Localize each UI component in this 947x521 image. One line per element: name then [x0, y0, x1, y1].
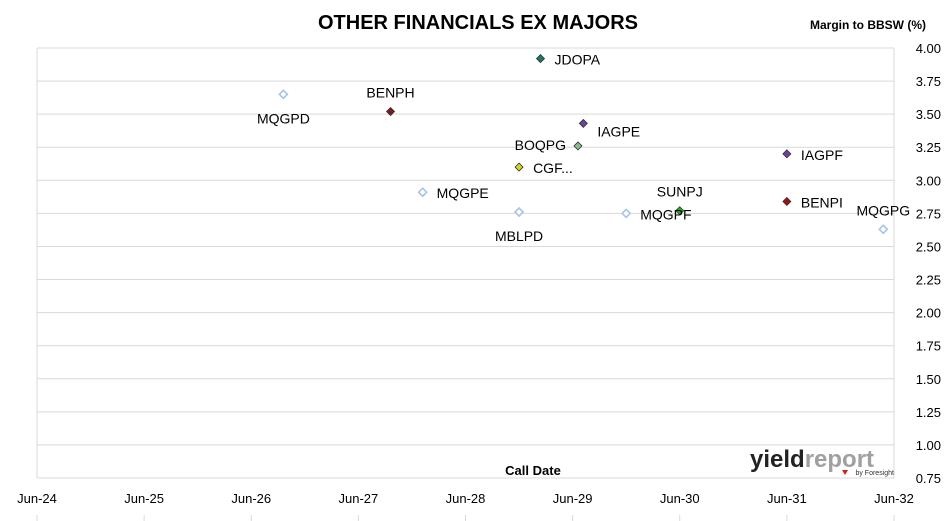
- logo-subtext: by Foresight: [855, 470, 894, 477]
- y-tick-label: 1.00: [916, 438, 941, 453]
- point-label: IAGPE: [597, 123, 640, 139]
- point-label: BOQPG: [515, 137, 566, 153]
- x-tick-label: Jun-26: [231, 491, 271, 506]
- point-labels: JDOPA MQGPD BENPH IAGPE BOQPG IAGPF CGF... MQGP…: [257, 52, 910, 244]
- data-point-mqgpd: [278, 89, 289, 100]
- logo-text: yieldreport: [750, 446, 874, 473]
- y-tick-label: 2.00: [916, 306, 941, 321]
- y-tick-label: 4.00: [916, 41, 941, 56]
- point-label: SUNPJ: [657, 184, 703, 200]
- yieldreport-logo: yieldreport by Foresight: [750, 446, 894, 477]
- logo-text-report: report: [805, 446, 874, 473]
- y-tick-label: 3.75: [916, 74, 941, 89]
- data-point-mqgpg: [878, 224, 889, 235]
- point-label: MQGPF: [640, 206, 691, 222]
- x-tick-label: Jun-27: [339, 491, 379, 506]
- data-points: [278, 54, 889, 235]
- chart-title: OTHER FINANCIALS EX MAJORS: [318, 12, 638, 34]
- x-tick-label: Jun-30: [660, 491, 700, 506]
- data-point-cgf: [514, 162, 524, 172]
- x-tick-label: Jun-28: [446, 491, 486, 506]
- data-point-boqpg: [573, 141, 583, 151]
- y-tick-label: 2.75: [916, 206, 941, 221]
- y-tick-label: 1.50: [916, 372, 941, 387]
- y-axis-label: Margin to BBSW (%): [810, 18, 926, 32]
- point-label: IAGPF: [801, 147, 843, 163]
- point-label: MQGPE: [437, 185, 489, 201]
- x-tick-label: Jun-24: [17, 491, 57, 506]
- y-tick-labels: 4.00 3.75 3.50 3.25 3.00 2.75 2.50 2.25 2.00 1.75…: [916, 41, 941, 486]
- point-label: BENPH: [366, 85, 414, 101]
- y-tick-label: 1.75: [916, 339, 941, 354]
- y-tick-label: 3.50: [916, 107, 941, 122]
- point-label: CGF...: [533, 160, 573, 176]
- point-label: BENPI: [801, 194, 843, 210]
- x-tick-label: Jun-25: [124, 491, 164, 506]
- data-point-sunpj: [675, 206, 685, 216]
- data-point-benpi: [782, 196, 792, 207]
- gridlines: [37, 47, 894, 446]
- data-point-iagpf: [782, 149, 792, 159]
- y-tick-label: 2.25: [916, 273, 941, 288]
- logo-text-yield: yield: [750, 446, 805, 473]
- x-tick-label: Jun-29: [553, 491, 593, 506]
- x-axis-label: Call Date: [505, 463, 561, 478]
- y-tick-label: 3.00: [916, 173, 941, 188]
- logo-accent-icon: [842, 470, 848, 475]
- point-label: MQGPG: [856, 202, 910, 218]
- data-point-jdopa: [535, 54, 546, 64]
- x-tick-label: Jun-31: [767, 491, 807, 506]
- y-tick-label: 1.25: [916, 405, 941, 420]
- point-label: MQGPD: [257, 110, 310, 126]
- point-label: JDOPA: [554, 52, 600, 68]
- x-tick-label: Jun-32: [874, 491, 914, 506]
- y-tick-label: 2.50: [916, 239, 941, 254]
- point-label: MBLPD: [495, 228, 543, 244]
- data-point-mqgpe: [417, 187, 428, 198]
- y-tick-label: 3.25: [916, 140, 941, 155]
- y-tick-label: 0.75: [916, 471, 941, 486]
- data-point-benph: [385, 106, 396, 117]
- data-point-mqgpf: [621, 208, 632, 219]
- data-point-iagpe: [578, 118, 588, 128]
- data-point-mblpd: [513, 206, 525, 218]
- x-tick-labels: Jun-24 Jun-25 Jun-26 Jun-27 Jun-28 Jun-29 Jun-…: [17, 491, 914, 521]
